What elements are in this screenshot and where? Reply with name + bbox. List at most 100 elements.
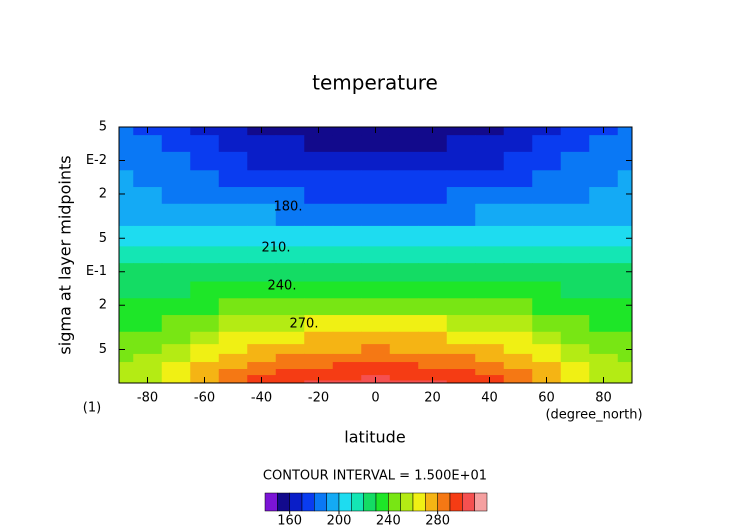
field-cell — [446, 203, 476, 227]
field-cell — [304, 203, 334, 227]
field-cell — [133, 298, 163, 316]
field-cell — [247, 315, 277, 333]
field-cell — [119, 315, 134, 333]
field-cell — [275, 298, 305, 316]
field-cell — [389, 135, 419, 153]
field-cell — [275, 362, 305, 370]
field-cell — [560, 263, 590, 283]
field-cell — [304, 298, 334, 316]
field-cell — [503, 281, 533, 299]
field-cell — [133, 187, 163, 205]
field-cell — [475, 298, 505, 316]
field-cell — [361, 298, 391, 316]
field-cell — [361, 203, 391, 227]
field-cell — [617, 362, 632, 370]
field-cell — [161, 315, 191, 333]
field-cell — [133, 353, 163, 363]
field-cell — [418, 298, 448, 316]
field-cell — [190, 298, 220, 316]
field-cell — [218, 135, 248, 153]
field-cell — [389, 281, 419, 299]
x-tick-label: 20 — [424, 391, 441, 406]
field-cell — [304, 263, 334, 283]
colorbar-box — [375, 492, 389, 512]
field-cell — [532, 263, 562, 283]
field-cell — [389, 246, 419, 264]
field-cell — [161, 263, 191, 283]
field-cell — [475, 344, 505, 355]
field-cell — [332, 315, 362, 333]
colorbar-tick-label: 240 — [376, 514, 401, 529]
field-cell — [617, 170, 632, 188]
y-tick-label: 2 — [99, 298, 107, 313]
field-cell — [589, 344, 619, 355]
field-cell — [446, 353, 476, 363]
field-cell — [218, 225, 248, 247]
field-cell — [161, 170, 191, 188]
colorbar-box — [351, 492, 364, 512]
colorbar-tick-label: 280 — [425, 514, 450, 529]
field-cell — [532, 353, 562, 363]
field-cell — [560, 375, 590, 381]
field-cell — [475, 246, 505, 264]
colorbar-box — [301, 492, 315, 512]
field-cell — [560, 331, 590, 345]
field-cell — [389, 344, 419, 355]
field-cell — [275, 170, 305, 188]
field-cell — [446, 368, 476, 376]
contour-interval: CONTOUR INTERVAL = 1.500E+01 — [263, 469, 487, 484]
field-cell — [589, 170, 619, 188]
field-cell — [475, 187, 505, 205]
field-cell — [218, 362, 248, 370]
field-cell — [119, 353, 134, 363]
field-cell — [218, 203, 248, 227]
field-cell — [475, 225, 505, 247]
x-tick-label: 80 — [595, 391, 612, 406]
field-cell — [332, 331, 362, 345]
field-cell — [133, 368, 163, 376]
field-cell — [475, 353, 505, 363]
field-cell — [589, 353, 619, 363]
field-cell — [503, 380, 533, 383]
field-cell — [617, 246, 632, 264]
colorbar-tick-label: 200 — [327, 514, 352, 529]
field-cell — [275, 246, 305, 264]
field-cell — [617, 281, 632, 299]
colorbar-box — [314, 492, 327, 512]
field-cell — [560, 353, 590, 363]
field-cell — [418, 344, 448, 355]
field-cell — [332, 187, 362, 205]
field-cell — [503, 246, 533, 264]
field-cell — [418, 203, 448, 227]
field-cell — [190, 281, 220, 299]
field-cell — [532, 246, 562, 264]
field-cell — [446, 344, 476, 355]
field-cell — [617, 298, 632, 316]
field-cell — [560, 281, 590, 299]
field-cell — [218, 127, 248, 136]
field-cell — [446, 375, 476, 381]
field-cell — [332, 225, 362, 247]
field-cell — [446, 362, 476, 370]
field-cell — [503, 362, 533, 370]
field-cell — [560, 135, 590, 153]
field-cell — [247, 368, 277, 376]
field-cell — [218, 353, 248, 363]
field-cell — [190, 344, 220, 355]
field-cell — [446, 170, 476, 188]
field-cell — [161, 375, 191, 381]
field-cell — [218, 331, 248, 345]
field-cell — [190, 353, 220, 363]
field-cell — [589, 281, 619, 299]
field-cell — [389, 375, 419, 381]
field-cell — [446, 127, 476, 136]
field-cell — [361, 281, 391, 299]
field-cell — [190, 170, 220, 188]
x-tick-label: 0 — [371, 391, 379, 406]
field-cell — [446, 151, 476, 171]
field-cell — [161, 380, 191, 383]
field-cell — [161, 246, 191, 264]
field-cell — [532, 368, 562, 376]
field-cell — [218, 375, 248, 381]
field-cell — [589, 151, 619, 171]
